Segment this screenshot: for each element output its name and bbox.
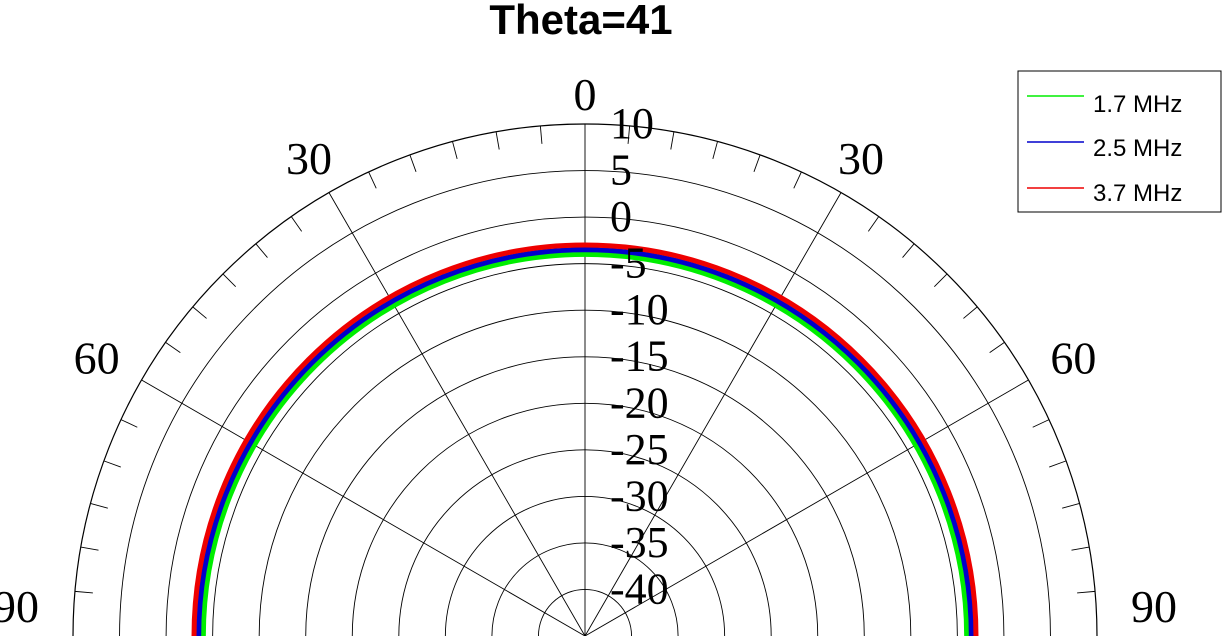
angle-tick-label: 60 xyxy=(74,333,120,384)
angle-minor-tick xyxy=(670,131,675,150)
angle-minor-tick xyxy=(192,306,207,319)
radial-tick-label: -20 xyxy=(610,378,669,427)
angle-minor-tick xyxy=(452,141,458,159)
radial-tick-label: 5 xyxy=(610,146,632,195)
angle-minor-tick xyxy=(902,243,915,258)
angle-tick-label: 30 xyxy=(838,133,884,184)
radial-tick-label: -35 xyxy=(610,518,669,567)
angle-minor-tick xyxy=(222,273,237,288)
series-line-1 xyxy=(196,247,974,636)
series-line-2 xyxy=(191,242,979,636)
angle-tick-label: 0 xyxy=(574,69,597,120)
angle-minor-tick xyxy=(753,154,761,172)
angle-minor-tick xyxy=(409,154,417,172)
angle-minor-tick xyxy=(1049,460,1067,468)
series-curves xyxy=(191,242,979,636)
radial-tick-label: -15 xyxy=(610,332,669,381)
radial-tick-label: 0 xyxy=(610,192,632,241)
angle-minor-tick xyxy=(495,131,500,150)
grid-spoke xyxy=(584,379,1029,636)
radial-tick-label: -5 xyxy=(610,239,647,288)
angle-minor-tick xyxy=(368,171,377,189)
angle-tick-label: 30 xyxy=(286,133,332,184)
radial-tick-label: -30 xyxy=(610,471,669,520)
angle-minor-tick xyxy=(74,590,93,594)
angle-minor-tick xyxy=(103,460,121,468)
chart-title: Theta=41 xyxy=(489,0,672,43)
angle-tick-label: 90 xyxy=(0,581,39,632)
grid-spoke xyxy=(328,192,586,636)
angle-minor-tick xyxy=(989,341,1005,354)
series-line-0 xyxy=(200,251,970,636)
angle-minor-tick xyxy=(963,306,978,319)
angle-minor-tick xyxy=(793,171,802,189)
angle-minor-tick xyxy=(1032,419,1050,428)
angle-minor-tick xyxy=(290,216,303,232)
grid-spoke xyxy=(141,379,586,636)
legend-label-0: 1.7 MHz xyxy=(1093,91,1182,118)
grid-spoke xyxy=(584,192,842,636)
angle-minor-tick xyxy=(1062,503,1080,509)
angle-minor-tick xyxy=(867,216,880,232)
radial-tick-label: 10 xyxy=(610,99,654,148)
radial-tick-label: -40 xyxy=(610,564,669,613)
angle-minor-tick xyxy=(1071,546,1090,551)
angle-minor-tick xyxy=(712,141,718,159)
angle-minor-tick xyxy=(120,419,138,428)
radial-tick-label: -25 xyxy=(610,425,669,474)
angle-minor-tick xyxy=(1077,590,1096,594)
angle-minor-tick xyxy=(933,273,948,288)
angle-minor-tick xyxy=(165,341,181,354)
angle-minor-tick xyxy=(255,243,268,258)
legend-label-2: 3.7 MHz xyxy=(1093,180,1182,207)
polar-grid xyxy=(72,123,1098,636)
legend: 1.7 MHz 2.5 MHz 3.7 MHz xyxy=(1017,70,1222,213)
angle-tick-label: 90 xyxy=(1131,581,1177,632)
angle-minor-tick xyxy=(627,125,631,144)
radial-tick-label: -10 xyxy=(610,285,669,334)
angle-minor-tick xyxy=(539,125,543,144)
angle-tick-labels: 0 30 60 90 30 60 90 xyxy=(0,69,1177,632)
angle-minor-tick xyxy=(90,503,108,509)
legend-label-1: 2.5 MHz xyxy=(1093,135,1182,162)
angle-tick-label: 60 xyxy=(1050,333,1096,384)
angle-minor-tick xyxy=(80,546,99,551)
